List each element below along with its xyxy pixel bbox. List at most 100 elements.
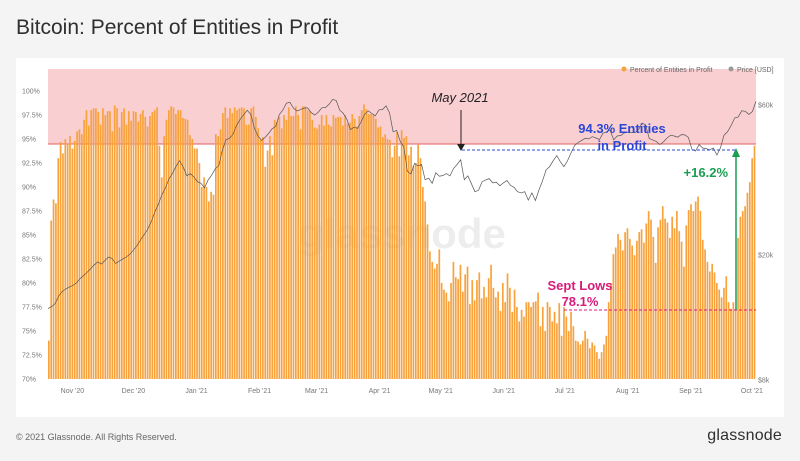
profit-bar: [490, 264, 492, 379]
profit-bar: [494, 297, 497, 379]
copyright: © 2021 Glassnode. All Rights Reserved.: [16, 432, 177, 442]
brand-logo[interactable]: glassnode: [707, 427, 782, 444]
profit-bar: [231, 113, 234, 379]
profit-bar: [186, 119, 189, 380]
profit-bar: [240, 107, 243, 379]
profit-bar: [424, 201, 427, 379]
profit-bar: [71, 148, 74, 379]
profit-bar: [135, 112, 137, 379]
x-tick-label: Dec '20: [122, 388, 146, 395]
y-tick-label: 85%: [22, 233, 36, 240]
y-right-tick-label: $60k: [758, 103, 774, 110]
legend[interactable]: Percent of Entities in Profit Price [USD…: [621, 66, 774, 75]
profit-bar: [525, 302, 528, 379]
profit-bar: [257, 128, 260, 379]
profit-bar: [511, 311, 514, 379]
profit-bar: [106, 111, 109, 379]
profit-bar: [87, 125, 90, 379]
profit-bar: [591, 342, 594, 379]
profit-bar: [264, 166, 267, 379]
profit-bar: [720, 297, 723, 379]
price-polyline: [47, 98, 757, 309]
profit-bar: [631, 245, 634, 379]
profit-bar: [160, 177, 163, 379]
profit-bar: [574, 340, 577, 379]
profit-bar: [567, 331, 570, 379]
profit-bar: [97, 112, 100, 379]
y-tick-label: 72.5%: [22, 353, 42, 360]
profit-bar: [139, 114, 142, 379]
profit-bar: [212, 194, 215, 379]
profit-bar: [546, 302, 549, 379]
profit-bar: [80, 134, 83, 379]
legend-price-label[interactable]: Price [USD]: [737, 67, 774, 74]
profit-bar: [156, 107, 158, 379]
profit-bar: [459, 264, 462, 379]
profit-bar: [207, 201, 210, 379]
profit-bar: [563, 307, 565, 379]
profit-bar: [297, 115, 300, 379]
profit-bar: [222, 113, 224, 379]
y-right-tick-label: $8k: [758, 378, 770, 385]
profit-bar: [132, 111, 135, 379]
profit-bar: [243, 108, 245, 379]
y-tick-label: 70%: [22, 377, 36, 384]
profit-bar: [619, 239, 622, 379]
profit-bar: [445, 292, 448, 379]
may-arrowhead: [457, 144, 465, 151]
legend-bars-label[interactable]: Percent of Entities in Profit: [630, 67, 713, 74]
profit-bar: [271, 155, 274, 379]
y-axis-left: 70% 72.5% 75% 77.5% 80% 82.5% 85% 87.5% 90% 92.5%…: [22, 89, 42, 384]
x-tick-label: Jul '21: [555, 388, 575, 395]
profit-bar: [370, 114, 372, 379]
profit-bar: [586, 338, 589, 379]
profit-bar: [400, 130, 403, 379]
profit-bar: [92, 108, 95, 379]
profit-bar: [730, 308, 732, 379]
profit-bar: [429, 251, 431, 379]
profit-bar: [690, 204, 692, 379]
x-tick-label: Jun '21: [493, 388, 515, 395]
profit-bar: [52, 199, 55, 379]
profit-bar: [342, 125, 344, 379]
profit-bar: [544, 331, 546, 379]
profit-bar: [118, 127, 121, 379]
profit-bar: [551, 321, 554, 379]
profit-bar: [304, 106, 307, 380]
profit-bar: [600, 352, 603, 379]
profit-bar: [226, 117, 229, 379]
profit-bar: [144, 116, 147, 380]
profit-bar: [647, 211, 650, 379]
profit-bar: [419, 158, 422, 379]
profit-bar: [610, 283, 612, 379]
profit-bar: [238, 108, 241, 379]
profit-bar: [527, 302, 530, 379]
profit-bar: [287, 107, 290, 379]
profit-bar: [718, 289, 721, 379]
profit-bar: [374, 118, 377, 379]
profit-bar: [306, 110, 309, 379]
profit-bar: [499, 310, 502, 379]
profit-bar: [172, 107, 175, 379]
profit-bar: [177, 110, 180, 379]
profit-bar: [589, 348, 591, 379]
profit-bar: [530, 307, 532, 379]
profit-bar: [436, 263, 438, 379]
x-tick-label: Oct '21: [741, 388, 763, 395]
profit-bar: [102, 108, 104, 379]
profit-bar: [683, 266, 685, 379]
profit-bar: [492, 287, 495, 379]
profit-bar: [153, 110, 156, 379]
profit-bar: [120, 112, 123, 379]
profit-bar: [659, 219, 662, 379]
profit-bar: [353, 118, 356, 379]
y-tick-label: 100%: [22, 89, 40, 96]
profit-bar: [323, 125, 325, 379]
annotation-sept-lows: Sept Lows: [547, 278, 612, 293]
profit-bar: [236, 110, 238, 379]
profit-bar: [334, 117, 337, 379]
annotation-943-line2: in Profit: [597, 138, 647, 153]
profit-bar: [584, 331, 586, 379]
profit-bar: [516, 307, 518, 379]
profit-bar: [151, 112, 154, 379]
